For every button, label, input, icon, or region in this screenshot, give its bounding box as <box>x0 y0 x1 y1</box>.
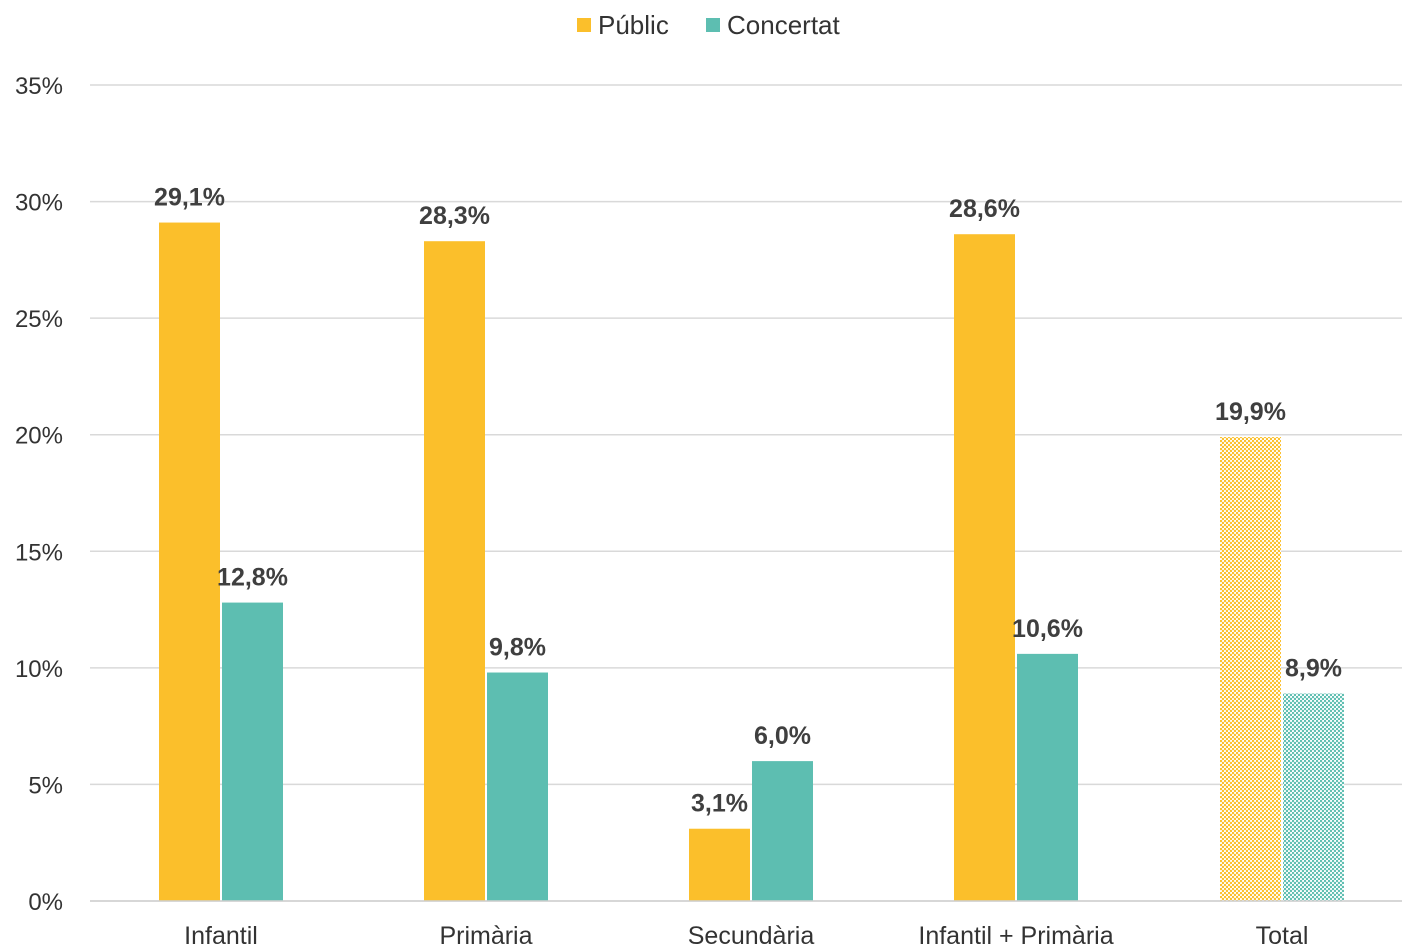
x-axis: Infantil Primària Secundària Infantil + Pri… <box>90 900 1402 949</box>
y-tick-label: 30% <box>15 190 63 217</box>
legend-swatch <box>577 18 591 32</box>
data-label-concertat-total: 8,9% <box>1285 655 1342 683</box>
y-tick-label: 0% <box>28 889 63 916</box>
legend-label: Públic <box>598 10 669 40</box>
data-label-concertat-secundaria: 6,0% <box>754 722 811 750</box>
bar-public-infantil <box>159 222 220 901</box>
data-label-public-infantil-primaria: 28,6% <box>949 195 1020 223</box>
bar-public-total <box>1220 437 1281 901</box>
legend: Públic Concertat <box>577 10 840 40</box>
bar-concertat-infantil-primaria <box>1017 653 1078 901</box>
data-label-public-secundaria: 3,1% <box>691 790 748 818</box>
legend-item-concertat: Concertat <box>706 10 840 40</box>
legend-item-public: Públic <box>577 10 669 40</box>
grid-layer <box>90 84 1402 902</box>
bar-public-secundaria <box>689 828 750 901</box>
data-label-concertat-infantil-primaria: 10,6% <box>1012 615 1083 643</box>
bar-public-primaria <box>424 241 485 902</box>
data-labels: 29,1% 12,8% 28,3% 9,8% 3,1% 6,0% 28,6% 10,6% 19,… <box>154 184 1342 818</box>
data-label-concertat-primaria: 9,8% <box>489 634 546 662</box>
data-label-public-primaria: 28,3% <box>419 202 490 230</box>
bar-concertat-secundaria <box>752 761 813 901</box>
data-label-public-infantil: 29,1% <box>154 184 225 212</box>
data-label-concertat-infantil: 12,8% <box>217 564 288 592</box>
y-tick-label: 15% <box>15 539 63 566</box>
bars <box>159 222 1344 902</box>
x-tick-label: Primària <box>439 922 532 949</box>
bar-concertat-total <box>1283 693 1344 901</box>
y-tick-label: 5% <box>28 772 63 799</box>
legend-swatch <box>706 18 720 32</box>
x-tick-label: Total <box>1256 922 1309 949</box>
bar-concertat-primaria <box>487 672 548 901</box>
y-tick-label: 20% <box>15 423 63 450</box>
x-tick-label: Infantil <box>184 922 258 949</box>
y-tick-label: 25% <box>15 306 63 333</box>
legend-label: Concertat <box>727 10 840 40</box>
bar-concertat-infantil <box>222 602 283 901</box>
y-tick-label: 10% <box>15 656 63 683</box>
x-tick-label: Secundària <box>688 922 815 949</box>
y-axis: 0% 5% 10% 15% 20% 25% 30% 35% <box>15 73 63 916</box>
x-tick-label: Infantil + Primària <box>918 922 1113 949</box>
bar-public-infantil-primaria <box>954 234 1015 901</box>
y-tick-label: 35% <box>15 73 63 100</box>
data-label-public-total: 19,9% <box>1215 398 1286 426</box>
